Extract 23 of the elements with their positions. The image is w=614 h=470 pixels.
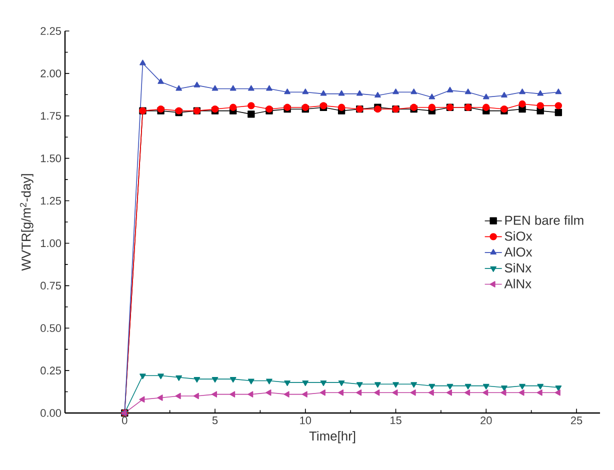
y-tick-label: 1.50 [40, 154, 62, 162]
x-tick-label: 10 [300, 416, 312, 424]
y-tick-label: 0.50 [40, 324, 62, 332]
y-axis-title: WVTR[g/m$^{2}$-day] [20, 174, 34, 271]
x-axis-title: Time[hr] [309, 431, 356, 444]
legend-label: SiOx [504, 231, 532, 241]
legend-label: AlOx [504, 247, 532, 257]
legend-label: AlNx [504, 278, 532, 288]
y-tick-label: 0.25 [40, 366, 62, 374]
x-tick-label: 25 [570, 416, 582, 424]
legend-label: PEN bare film [505, 215, 584, 225]
y-tick-label: 0.00 [40, 409, 62, 417]
x-tick-label: 5 [212, 416, 218, 424]
y-tick-label: 2.25 [40, 27, 62, 35]
y-tick-label: 1.25 [40, 196, 62, 205]
x-tick-label: 15 [390, 416, 402, 424]
y-tick-label: 1.75 [40, 112, 62, 120]
x-tick-label: 20 [480, 416, 492, 424]
y-tick-label: 0.75 [40, 282, 62, 290]
y-tick-label: 1.00 [40, 239, 62, 248]
y-tick-label: 2.00 [40, 70, 62, 78]
x-tick-label: 0 [122, 416, 128, 424]
legend-label: SiNx [504, 262, 532, 272]
